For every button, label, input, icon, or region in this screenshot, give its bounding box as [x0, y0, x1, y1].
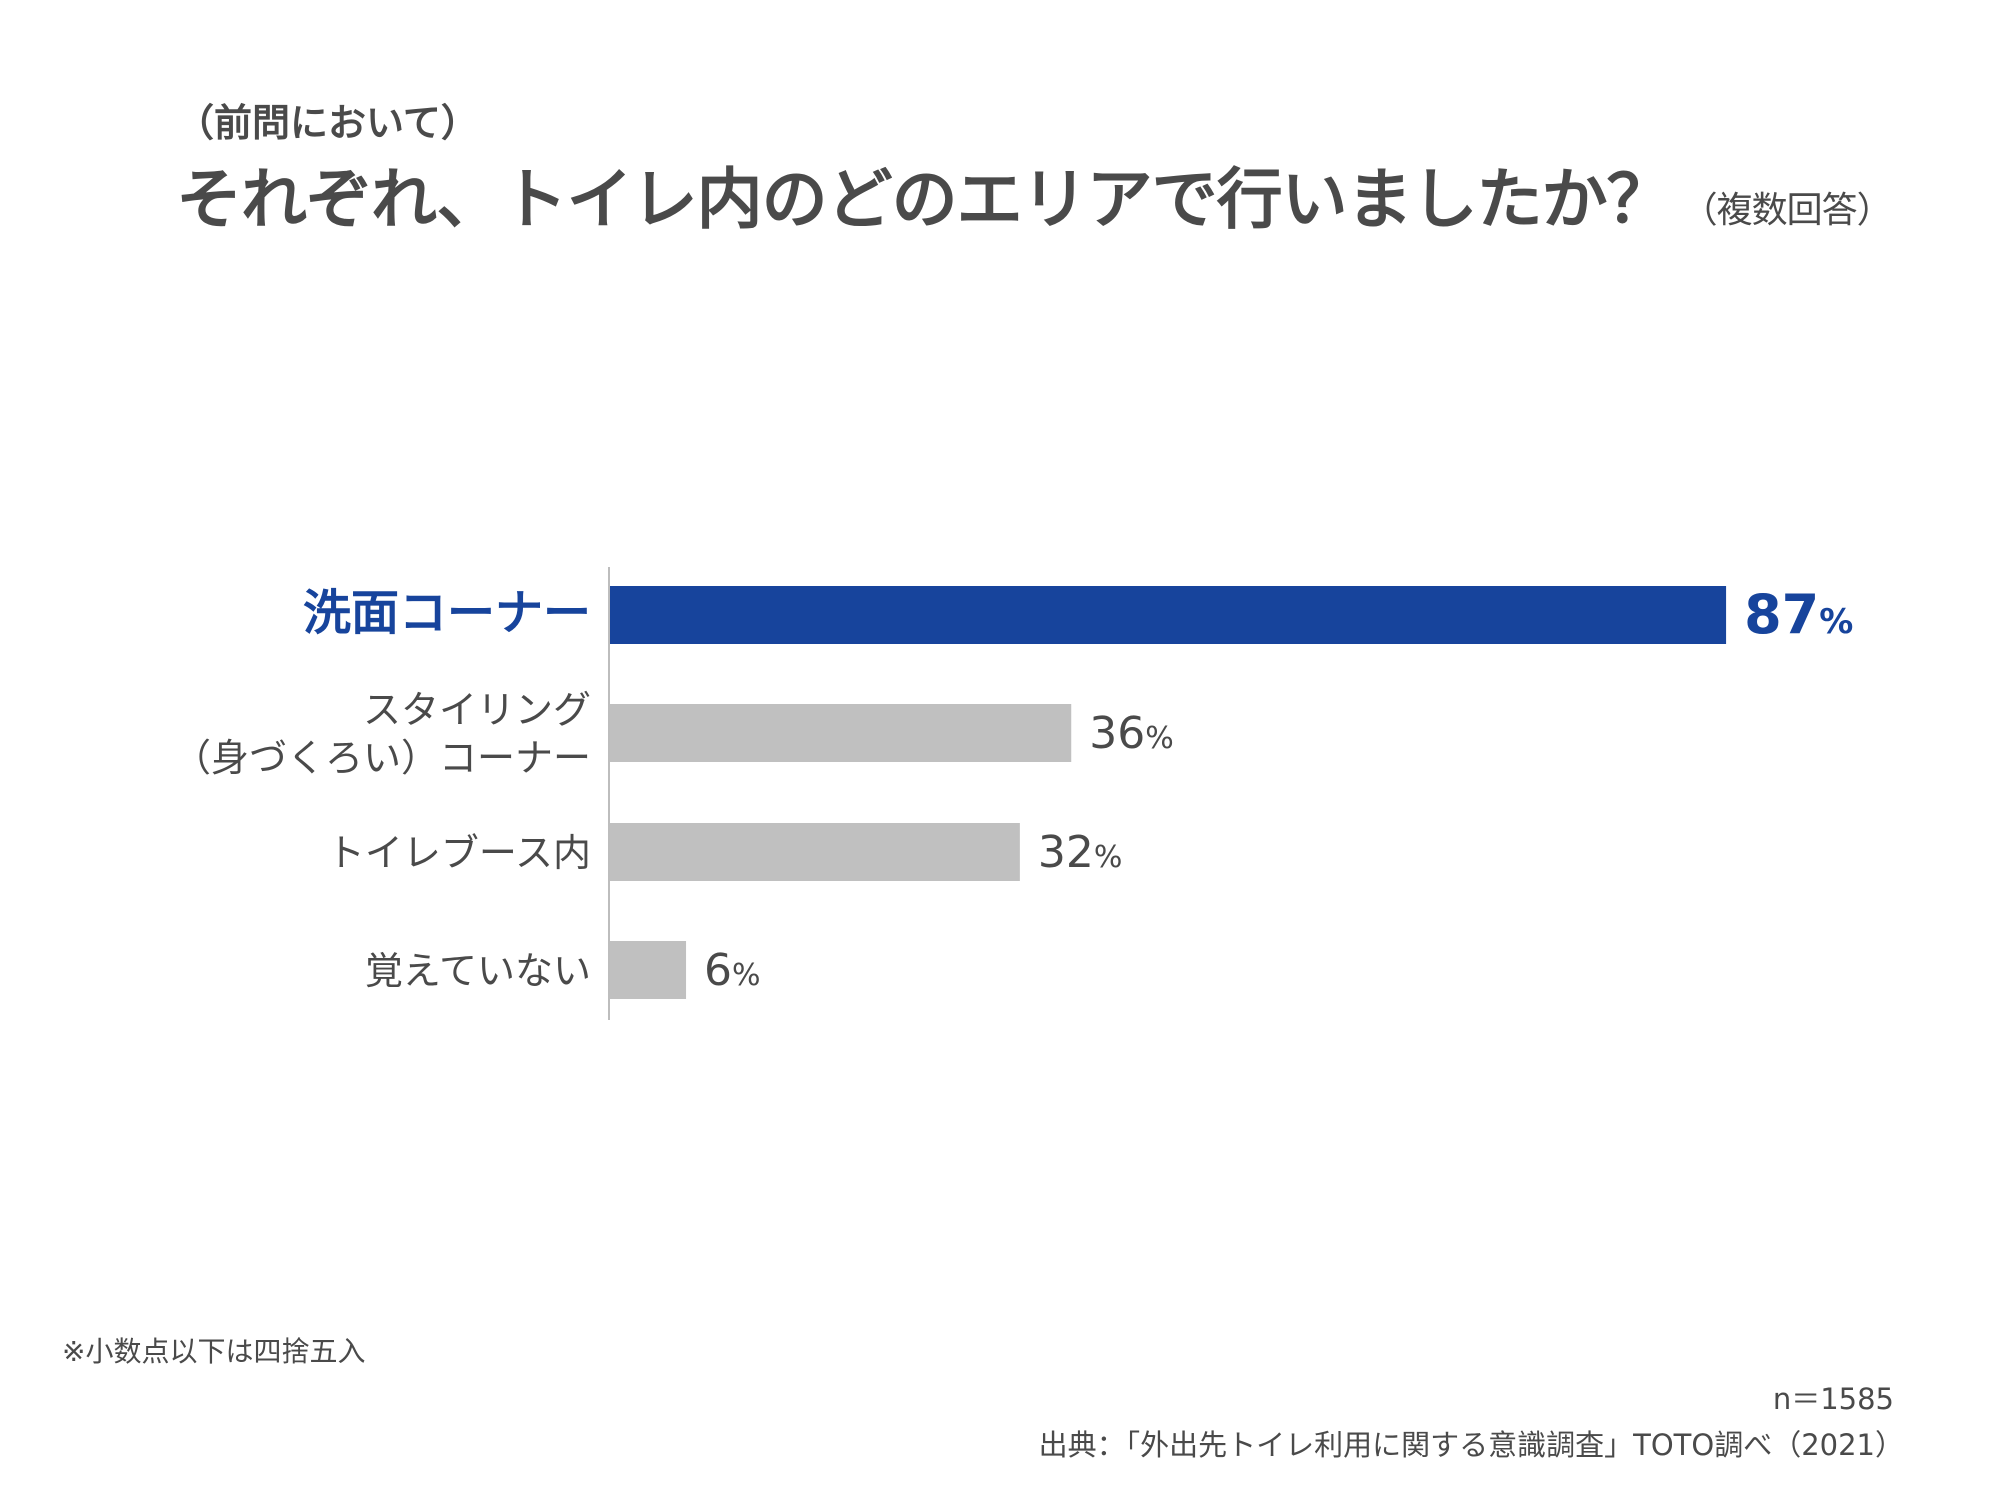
- value-label-0: 87%: [1744, 583, 1853, 646]
- bar-1: [609, 704, 1072, 762]
- source-citation: 出典：「外出先トイレ利用に関する意識調査」TOTO調べ（2021）: [1038, 1428, 1904, 1462]
- value-unit: %: [732, 958, 761, 993]
- value-unit: %: [1819, 602, 1853, 642]
- category-label-1: スタイリング（身づくろい）コーナー: [173, 688, 591, 780]
- value-label-2: 32%: [1038, 827, 1123, 878]
- chart-title: それぞれ、トイレ内のどのエリアで行いましたか？ （複数回答）: [176, 146, 1893, 242]
- value-unit: %: [1145, 721, 1174, 756]
- value-label-1: 36%: [1089, 708, 1174, 759]
- value-number: 32: [1038, 827, 1094, 878]
- category-label-line: （身づくろい）コーナー: [173, 736, 591, 780]
- value-label-3: 6%: [704, 945, 761, 996]
- bar-0: [609, 586, 1727, 644]
- value-unit: %: [1094, 840, 1123, 875]
- chart-title-main: それぞれ、トイレ内のどのエリアで行いましたか？: [176, 161, 1673, 238]
- sample-size: n＝1585: [1772, 1382, 1894, 1416]
- bar-2: [609, 823, 1020, 881]
- category-label-line: スタイリング: [363, 688, 591, 732]
- value-number: 6: [704, 945, 732, 996]
- category-label-line: 洗面コーナー: [303, 585, 591, 641]
- value-number: 87: [1744, 583, 1819, 646]
- chart-title-note: （複数回答）: [1681, 190, 1893, 231]
- category-label-2: トイレブース内: [327, 831, 591, 875]
- bar-3: [609, 941, 687, 999]
- category-label-0: 洗面コーナー: [303, 585, 591, 641]
- rounding-footnote: ※小数点以下は四捨五入: [62, 1335, 366, 1368]
- category-label-line: 覚えていない: [365, 949, 591, 993]
- category-label-3: 覚えていない: [365, 949, 591, 993]
- value-number: 36: [1089, 708, 1145, 759]
- category-label-line: トイレブース内: [327, 831, 591, 875]
- chart-pretitle: （前問において）: [176, 101, 479, 145]
